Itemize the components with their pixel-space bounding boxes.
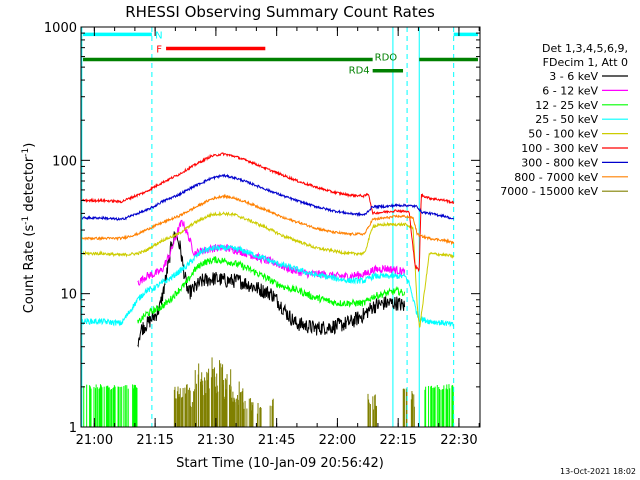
legend-header-line-1: Det 1,3,4,5,6,9, <box>542 42 628 55</box>
legend: Det 1,3,4,5,6,9, FDecim 1, Att 0 3 - 6 k… <box>500 42 628 198</box>
series-line-3 <box>81 244 454 328</box>
olive-series-bars <box>173 357 415 427</box>
series-line-2 <box>137 256 406 324</box>
state-bar-f: F <box>156 44 266 55</box>
legend-label-0: 3 - 6 keV <box>549 70 598 83</box>
y-axis-label: Count Rate (s-1 detector-1) <box>21 143 37 314</box>
state-bar-n: N <box>83 30 478 41</box>
plot-frame <box>80 26 481 428</box>
state-label-rdo: RDO <box>375 53 398 64</box>
x-tick-label-5: 22:15 <box>379 433 416 448</box>
chart-title: RHESSI Observing Summary Count Rates <box>125 3 435 21</box>
y-tick-label-1: 10 <box>60 288 77 303</box>
state-bar-rdo: RDO <box>83 53 478 64</box>
x-tick-label-3: 21:45 <box>258 433 295 448</box>
legend-label-6: 300 - 800 keV <box>521 156 598 169</box>
plot-area: NF RDO RD4 21:00 21:15 21:30 21:45 22:00 22:15 22… <box>44 21 481 448</box>
x-tick-label-4: 22:00 <box>319 433 356 448</box>
legend-label-3: 25 - 50 keV <box>535 113 598 126</box>
y-tick-label-2: 100 <box>52 154 77 169</box>
state-label-f: F <box>156 44 162 55</box>
state-label-n: N <box>155 30 162 41</box>
x-axis-label: Start Time (10-Jan-09 20:56:42) <box>176 456 384 471</box>
legend-label-7: 800 - 7000 keV <box>514 171 598 184</box>
series-line-5 <box>82 152 455 273</box>
legend-label-5: 100 - 300 keV <box>521 142 598 155</box>
timestamp: 13-Oct-2021 18:02 <box>560 467 636 476</box>
legend-header-line-2: FDecim 1, Att 0 <box>543 56 628 69</box>
legend-label-4: 50 - 100 keV <box>528 128 598 141</box>
y-tick-label-0: 1 <box>69 421 77 436</box>
x-tick-label-0: 21:00 <box>76 433 113 448</box>
series-layer <box>81 27 455 427</box>
series-line-7 <box>81 193 455 246</box>
state-label-rd4: RD4 <box>349 66 370 77</box>
state-bar-rd4: RD4 <box>349 66 404 77</box>
legend-label-8: 7000 - 15000 keV <box>500 185 598 198</box>
series-line-6 <box>81 173 455 222</box>
series-line-0 <box>137 231 406 348</box>
legend-label-1: 6 - 12 keV <box>542 84 598 97</box>
x-tick-label-6: 22:30 <box>440 433 477 448</box>
series-line-4 <box>82 211 455 328</box>
series-line-1 <box>137 219 406 286</box>
y-tick-label-3: 1000 <box>44 21 77 36</box>
x-tick-label-1: 21:15 <box>136 433 173 448</box>
x-tick-label-2: 21:30 <box>197 433 234 448</box>
legend-label-2: 12 - 25 keV <box>535 99 598 112</box>
